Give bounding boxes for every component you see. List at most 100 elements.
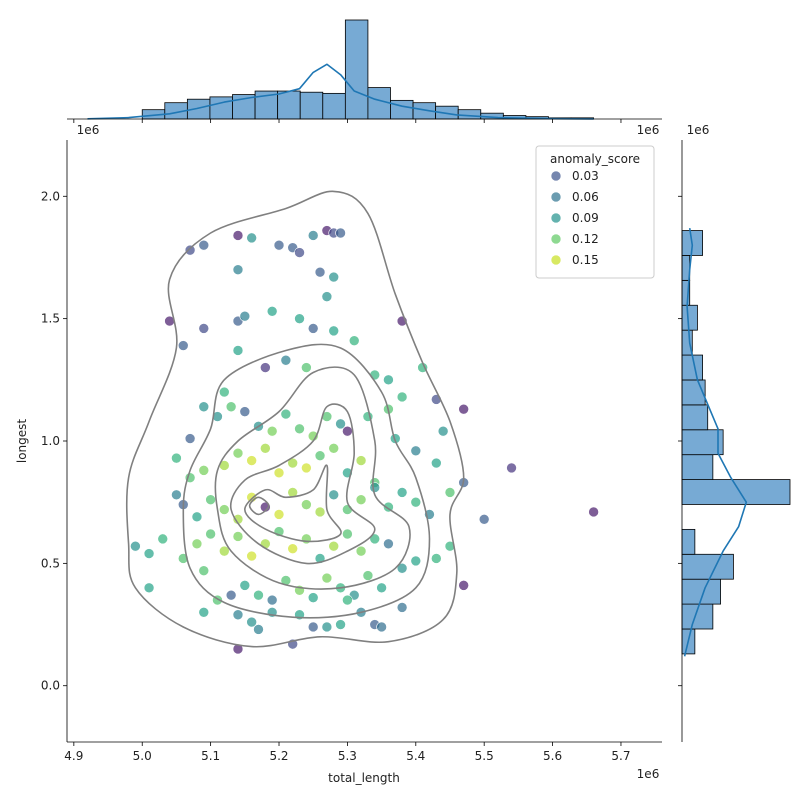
scatter-point <box>369 482 381 493</box>
scatter-point <box>232 230 244 241</box>
right-hist-bar <box>681 304 698 331</box>
scatter-point <box>376 621 387 633</box>
scatter-point <box>444 487 456 498</box>
scatter-point <box>321 572 333 584</box>
legend-marker <box>550 212 562 224</box>
kde-contour-line <box>248 496 270 516</box>
x-tick-label: 5.0 <box>133 749 152 763</box>
legend-marker <box>550 170 562 182</box>
right-hist-kde-line <box>683 227 748 657</box>
top-marginal-histogram <box>67 19 662 120</box>
scatter-point <box>342 594 353 606</box>
right-marginal-histogram <box>681 140 791 742</box>
right-hist-bar <box>681 553 734 580</box>
scatter-point <box>342 504 353 515</box>
scatter-point <box>218 504 230 515</box>
scatter-point <box>355 545 367 557</box>
x-tick-label: 4.9 <box>64 749 83 763</box>
top-hist-offset-label-left: 1e6 <box>77 123 100 137</box>
scatter-points <box>130 225 599 655</box>
scatter-point <box>362 570 374 581</box>
legend-marker <box>550 254 562 266</box>
top-hist-bar <box>367 87 391 120</box>
scatter-point <box>287 543 298 554</box>
y-tick-label: 1.5 <box>41 312 60 326</box>
axes-frame: 4.9 5.0 5.1 5.2 5.3 5.4 5.5 5.6 5.7 0.0 0.5 1.0 1.5 2… <box>41 119 682 763</box>
right-hist-bar <box>681 528 696 555</box>
scatter-point <box>458 580 469 591</box>
x-tick-label: 5.6 <box>543 749 562 763</box>
scatter-point <box>307 621 319 633</box>
scatter-point <box>273 239 285 251</box>
scatter-point <box>225 589 237 601</box>
scatter-point <box>396 487 408 498</box>
scatter-point <box>383 374 394 386</box>
scatter-point <box>431 553 442 564</box>
kde-contour-line <box>214 366 411 590</box>
right-hist-bar <box>681 479 791 505</box>
right-hist-bar <box>681 379 706 406</box>
scatter-point <box>328 540 340 552</box>
scatter-point <box>198 565 210 576</box>
legend-marker <box>550 233 562 245</box>
x-tick-label: 5.1 <box>201 749 220 763</box>
scatter-point <box>184 433 196 444</box>
x-tick-label: 5.2 <box>269 749 288 763</box>
scatter-point <box>328 271 340 283</box>
scatter-point <box>266 425 278 437</box>
scatter-point <box>260 538 271 550</box>
scatter-point <box>246 455 257 466</box>
scatter-point <box>260 362 271 373</box>
scatter-point <box>383 538 394 550</box>
scatter-point <box>396 562 408 574</box>
scatter-point <box>321 621 333 633</box>
y-tick-label: 2.0 <box>41 189 60 203</box>
scatter-point <box>198 323 210 334</box>
scatter-point <box>198 239 210 251</box>
scatter-point <box>348 335 360 346</box>
top-hist-bar <box>344 19 369 120</box>
scatter-point <box>184 244 196 256</box>
scatter-point <box>225 401 237 413</box>
legend-box <box>535 145 655 279</box>
scatter-point <box>328 325 340 337</box>
scatter-point <box>588 506 599 518</box>
top-hist-kde-line <box>87 63 594 120</box>
scatter-point <box>232 643 244 655</box>
scatter-point <box>342 528 353 540</box>
scatter-point <box>437 425 449 437</box>
y-tick-label: 0.0 <box>41 679 60 693</box>
scatter-point <box>321 291 333 302</box>
scatter-point <box>294 313 305 324</box>
main-scatter-panel <box>125 190 599 655</box>
scatter-point <box>198 465 210 476</box>
kde-contour-line <box>182 343 431 619</box>
scatter-point <box>266 594 278 606</box>
scatter-point <box>205 494 216 506</box>
scatter-point <box>328 489 340 501</box>
scatter-point <box>355 455 367 466</box>
y-tick-label: 1.0 <box>41 434 60 448</box>
kde-contour-line <box>243 464 342 543</box>
x-offset-label: 1e6 <box>637 767 660 781</box>
legend-label: 0.06 <box>572 190 599 204</box>
scatter-point <box>335 418 346 430</box>
scatter-point <box>478 514 490 525</box>
legend: anomaly_score 0.03 0.06 0.09 0.12 0.15 <box>535 145 655 279</box>
scatter-point <box>218 545 230 557</box>
legend-label: 0.15 <box>572 253 599 267</box>
scatter-point <box>232 447 244 459</box>
kde-contour-line <box>229 403 376 565</box>
scatter-point <box>335 227 346 239</box>
scatter-point <box>157 533 169 545</box>
x-tick-label: 5.5 <box>475 749 494 763</box>
scatter-point <box>301 499 312 510</box>
scatter-point <box>335 619 346 630</box>
scatter-point <box>396 391 408 403</box>
scatter-point <box>239 406 251 417</box>
scatter-point <box>410 555 422 567</box>
right-hist-bar <box>681 454 714 480</box>
scatter-point <box>410 445 422 457</box>
scatter-point <box>246 232 257 244</box>
top-hist-bar <box>322 92 346 120</box>
